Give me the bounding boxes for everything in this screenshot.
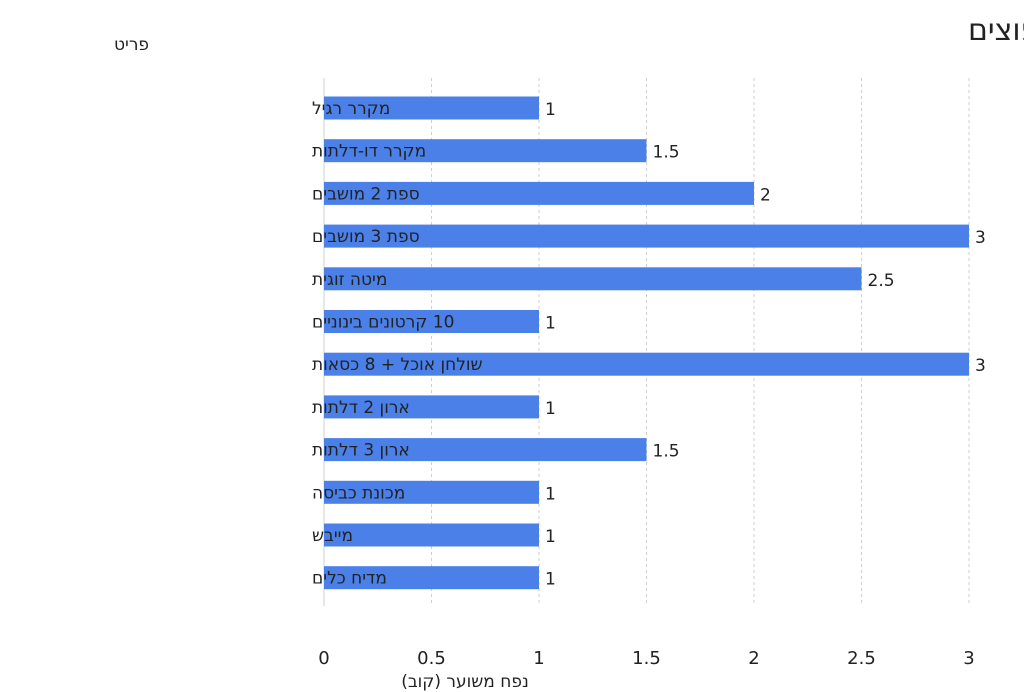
value-label: 1 (545, 570, 556, 590)
category-label: ארון 3 דלתות (312, 441, 410, 461)
x-tick-label: 2 (748, 648, 759, 669)
x-tick-label: 0 (318, 648, 329, 669)
bar (324, 181, 754, 205)
chart-title: הערכת נפח לפי פריטים נפוצים (968, 13, 1024, 48)
x-tick-label: 2.5 (847, 648, 876, 669)
x-tick-label: 3 (963, 648, 974, 669)
category-label: מייבש (312, 526, 353, 546)
value-label: 2 (760, 185, 771, 205)
value-label: 1 (545, 314, 556, 334)
value-label: 1 (545, 399, 556, 419)
bar (324, 267, 862, 291)
bar (324, 139, 647, 163)
category-label: מקרר רגיל (312, 99, 390, 119)
category-label: ספת 2 מושבים (312, 184, 420, 204)
category-label: מדיח כלים (312, 569, 387, 589)
category-label: מכונת כביסה (312, 483, 405, 503)
value-label: 3 (975, 228, 986, 248)
bar (324, 224, 969, 248)
category-label: 10 קרטונים בינוניים (312, 313, 454, 333)
bar (324, 566, 539, 590)
category-label: מיטה זוגית (312, 270, 387, 290)
category-label: ארון 2 דלתות (312, 398, 410, 418)
bar (324, 523, 539, 547)
value-label: 3 (975, 356, 986, 376)
bar (324, 480, 539, 504)
x-tick-label: 1.5 (632, 648, 661, 669)
value-label: 1.5 (653, 143, 680, 163)
bar (324, 96, 539, 120)
bar (324, 438, 647, 462)
value-label: 1 (545, 100, 556, 120)
bar (324, 310, 539, 333)
bar (324, 352, 969, 376)
value-label: 2.5 (868, 271, 895, 291)
category-label: מקרר דו-דלתות (312, 142, 426, 162)
x-tick-label: 1 (533, 648, 544, 669)
category-label: ספת 3 מושבים (312, 227, 420, 247)
value-label: 1.5 (653, 442, 680, 462)
y-axis-label: פריט (114, 35, 149, 55)
x-axis-label: נפח משוער (קוב) (401, 672, 529, 692)
x-tick-label: 0.5 (417, 648, 446, 669)
category-label: שולחן אוכל + 8 כסאות (312, 355, 483, 375)
bar (324, 395, 539, 419)
value-label: 1 (545, 484, 556, 504)
value-label: 1 (545, 527, 556, 547)
